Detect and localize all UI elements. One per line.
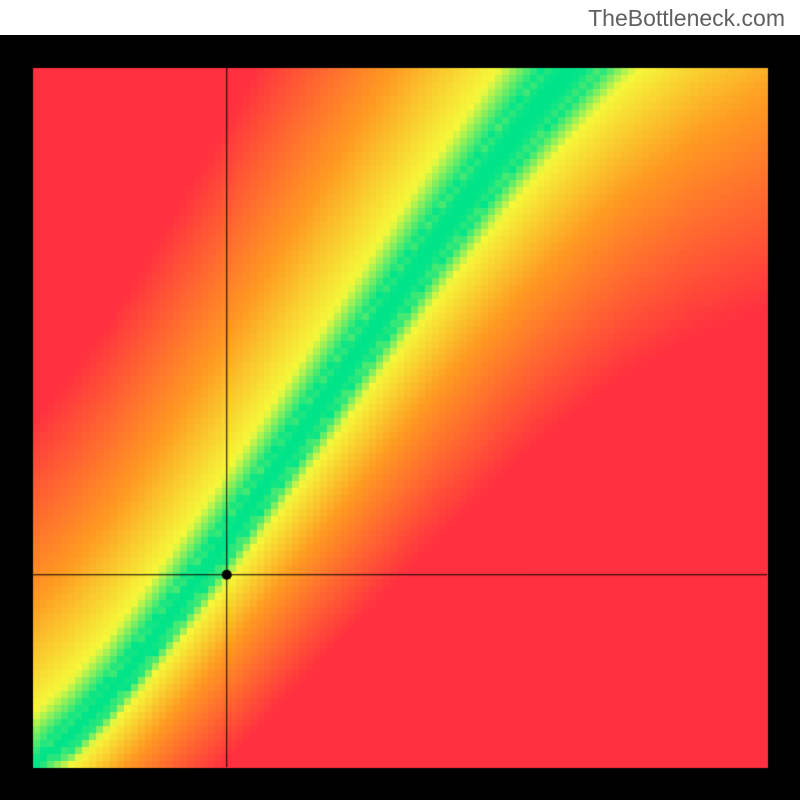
heatmap-canvas xyxy=(0,35,800,800)
watermark: TheBottleneck.com xyxy=(588,5,785,32)
bottleneck-heatmap xyxy=(0,35,800,800)
